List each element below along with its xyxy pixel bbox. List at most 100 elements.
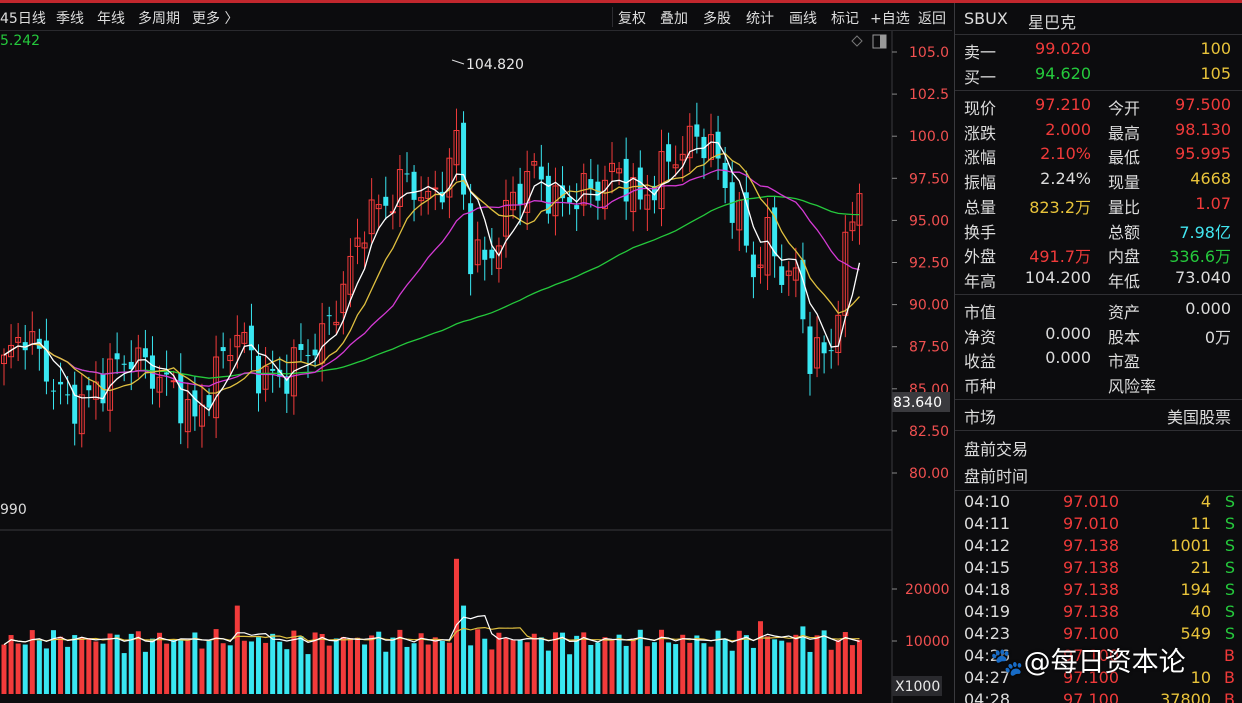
volume-bar [298, 635, 304, 694]
stat-value: 2.24% [1040, 169, 1091, 189]
volume-bar [149, 638, 155, 694]
tick-time: 04:18 [964, 580, 1011, 599]
candle-body-up [792, 267, 799, 281]
volume-bar [616, 634, 622, 694]
volume-bar [36, 640, 42, 694]
multi-stock-button[interactable]: 多股 [703, 11, 731, 27]
volume-bar [135, 631, 141, 694]
statistics-button[interactable]: 统计 [746, 11, 774, 27]
volume-bar [482, 638, 488, 694]
tick-time: 04:26 [964, 646, 1011, 665]
volume-bar [708, 646, 714, 694]
volume-axis: 20000 10000 [892, 582, 950, 650]
volume-bar [842, 632, 848, 694]
add-watchlist-button[interactable]: +自选 [870, 11, 910, 27]
candlestick-chart[interactable]: 5.242 990 105.0 102.5 100.0 97.50 95.00 92.50… [0, 31, 952, 703]
tick-price: 97.138 [1063, 580, 1119, 599]
candle-body-up [396, 169, 403, 207]
volume-bar [637, 629, 643, 694]
year-tab[interactable]: 年线 [97, 11, 125, 27]
tick-time: 04:12 [964, 536, 1011, 555]
candle-body-down [468, 203, 474, 275]
candle-body-down [623, 158, 629, 202]
tick-side: B [1224, 646, 1235, 665]
tick-price: 97.010 [1063, 514, 1119, 533]
volume-bar [291, 630, 297, 694]
candle-body-up [552, 185, 559, 217]
period-45d-tab[interactable]: 45日线 [0, 11, 46, 27]
candle-body-up [757, 264, 764, 269]
more-menu[interactable]: 更多 〉 [192, 11, 239, 27]
volume-bar [22, 644, 28, 694]
volume-bar [1, 644, 7, 694]
price-tick-label: 90.00 [909, 298, 949, 314]
volume-bar [340, 636, 346, 694]
volume-bar [538, 637, 544, 694]
premarket-time-row: 盘前时间 [955, 463, 1242, 487]
overlay-button[interactable]: 叠加 [660, 11, 688, 27]
divider [955, 430, 1242, 431]
tick-volume: 4 [1200, 492, 1211, 511]
candle-body-down [772, 207, 778, 257]
volume-bar [779, 640, 785, 694]
tick-volume: 549 [1180, 624, 1211, 643]
candle-body-down [220, 347, 226, 352]
candle-body-down [192, 390, 198, 417]
candle-body-down [538, 166, 544, 180]
candle-body-up [531, 161, 538, 166]
back-button[interactable]: 返回 [918, 11, 946, 27]
divider [955, 294, 1242, 295]
adjust-button[interactable]: 复权 [618, 11, 646, 27]
tick-volume: 194 [1180, 580, 1211, 599]
volume-bar [588, 644, 594, 694]
fund-label: 风险率 [1108, 376, 1157, 396]
stat-value: 97.500 [1175, 95, 1231, 114]
stats-row: 年高 104.200 年低 73.040 [955, 268, 1242, 292]
season-tab[interactable]: 季线 [56, 11, 84, 27]
price-tick-label: 100.0 [909, 129, 949, 145]
candle-body-up [601, 179, 608, 210]
volume-bar [552, 632, 558, 694]
volume-bar [164, 643, 170, 694]
stat-value: 491.7万 [1029, 247, 1091, 267]
volume-bar [432, 637, 438, 694]
candle-body-down [750, 254, 756, 278]
market-row: 市场 美国股票 [955, 404, 1242, 428]
candle-body-down [326, 315, 332, 317]
candle-body-down [439, 191, 445, 203]
multi-period-tab[interactable]: 多周期 [138, 11, 180, 27]
fund-value: 0.000 [1185, 299, 1231, 318]
volume-bar [86, 638, 92, 694]
period-low-label: 990 [0, 502, 27, 518]
stat-value: 97.210 [1035, 95, 1091, 114]
fund-label: 市盈 [1108, 352, 1141, 371]
volume-bar [503, 637, 509, 694]
diamond-icon[interactable] [851, 35, 863, 47]
volume-bar [121, 653, 127, 694]
volume-bar [581, 632, 587, 694]
volume-bar [800, 626, 806, 694]
volume-bar [821, 630, 827, 694]
chart-background [0, 31, 952, 703]
candle-body-down [779, 266, 785, 285]
draw-line-button[interactable]: 画线 [789, 11, 817, 27]
price-tick-label: 87.50 [909, 340, 949, 356]
volume-bar [786, 642, 792, 694]
volume-bar [65, 646, 71, 694]
volume-bar [107, 633, 113, 694]
candle-body-up [849, 221, 856, 232]
candle-body-up [368, 199, 375, 235]
candle-body-down [36, 338, 42, 349]
volume-bar [157, 632, 163, 694]
mark-button[interactable]: 标记 [831, 11, 859, 27]
candle-body-down [284, 376, 290, 394]
price-tick-label: 105.0 [909, 45, 949, 61]
volume-bar [333, 638, 339, 694]
candle-body-down [694, 124, 700, 137]
tick-side: B [1224, 668, 1235, 687]
stat-label: 年低 [1108, 271, 1141, 291]
fundamentals-row: 市值 资产 0.000 [955, 299, 1242, 323]
stat-label: 现量 [1108, 173, 1141, 193]
volume-bar [404, 646, 410, 694]
tick-side: S [1224, 514, 1235, 533]
